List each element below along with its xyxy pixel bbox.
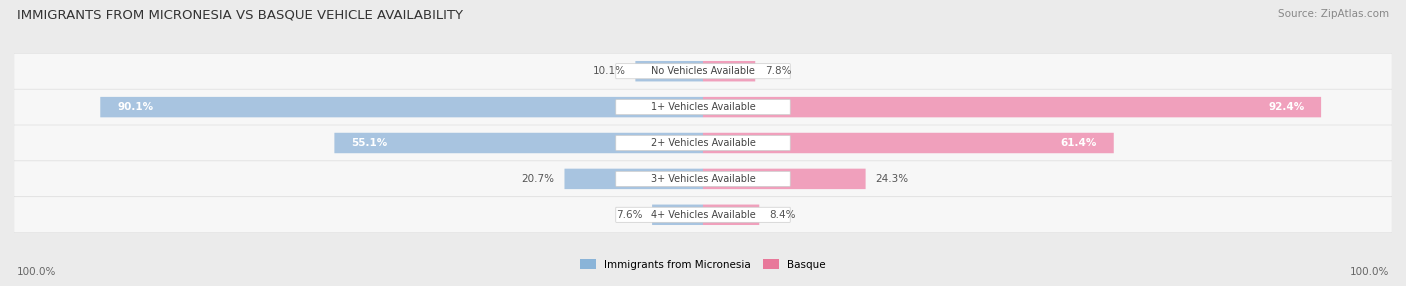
- Text: 92.4%: 92.4%: [1268, 102, 1305, 112]
- FancyBboxPatch shape: [14, 89, 1392, 125]
- Text: 3+ Vehicles Available: 3+ Vehicles Available: [651, 174, 755, 184]
- FancyBboxPatch shape: [703, 204, 759, 225]
- FancyBboxPatch shape: [616, 136, 790, 150]
- FancyBboxPatch shape: [335, 133, 703, 153]
- Text: 1+ Vehicles Available: 1+ Vehicles Available: [651, 102, 755, 112]
- FancyBboxPatch shape: [703, 97, 1322, 117]
- Text: 100.0%: 100.0%: [17, 267, 56, 277]
- Text: 90.1%: 90.1%: [117, 102, 153, 112]
- FancyBboxPatch shape: [703, 133, 1114, 153]
- FancyBboxPatch shape: [564, 169, 703, 189]
- FancyBboxPatch shape: [100, 97, 703, 117]
- FancyBboxPatch shape: [14, 161, 1392, 197]
- Text: 55.1%: 55.1%: [352, 138, 388, 148]
- Text: 7.8%: 7.8%: [765, 66, 792, 76]
- Text: 20.7%: 20.7%: [522, 174, 554, 184]
- FancyBboxPatch shape: [636, 61, 703, 82]
- Text: 2+ Vehicles Available: 2+ Vehicles Available: [651, 138, 755, 148]
- Text: 61.4%: 61.4%: [1060, 138, 1097, 148]
- Legend: Immigrants from Micronesia, Basque: Immigrants from Micronesia, Basque: [581, 259, 825, 270]
- FancyBboxPatch shape: [703, 169, 866, 189]
- Text: 100.0%: 100.0%: [1350, 267, 1389, 277]
- FancyBboxPatch shape: [616, 100, 790, 115]
- FancyBboxPatch shape: [14, 53, 1392, 89]
- Text: No Vehicles Available: No Vehicles Available: [651, 66, 755, 76]
- FancyBboxPatch shape: [616, 171, 790, 186]
- FancyBboxPatch shape: [14, 197, 1392, 233]
- Text: 10.1%: 10.1%: [592, 66, 626, 76]
- FancyBboxPatch shape: [616, 207, 790, 222]
- Text: IMMIGRANTS FROM MICRONESIA VS BASQUE VEHICLE AVAILABILITY: IMMIGRANTS FROM MICRONESIA VS BASQUE VEH…: [17, 9, 463, 21]
- FancyBboxPatch shape: [616, 64, 790, 79]
- Text: 4+ Vehicles Available: 4+ Vehicles Available: [651, 210, 755, 220]
- Text: 24.3%: 24.3%: [876, 174, 908, 184]
- Text: 8.4%: 8.4%: [769, 210, 796, 220]
- FancyBboxPatch shape: [652, 204, 703, 225]
- FancyBboxPatch shape: [703, 61, 755, 82]
- Text: Source: ZipAtlas.com: Source: ZipAtlas.com: [1278, 9, 1389, 19]
- Text: 7.6%: 7.6%: [616, 210, 643, 220]
- FancyBboxPatch shape: [14, 125, 1392, 161]
